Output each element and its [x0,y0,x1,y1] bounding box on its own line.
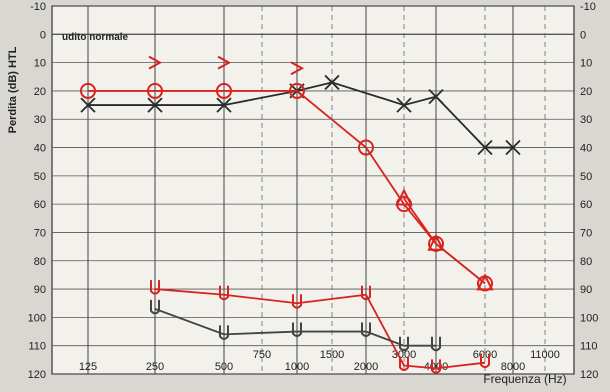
y-tick-label: 50 [34,171,46,183]
x-axis-label: Frequenza (Hz) [483,372,566,386]
series-0-x [80,74,521,156]
y-tick-label-right: 110 [580,341,598,353]
marker-cross [396,97,412,113]
marker-cross [324,74,340,91]
marker-bone-conduction [219,285,229,301]
marker-cross [428,88,444,105]
marker-bone-conduction [292,294,302,309]
marker-bone-conduction [480,353,490,369]
x-tick-label-minor: 750 [253,349,271,361]
data-marks [80,55,521,374]
y-tick-label: 0 [40,29,46,41]
y-axis-label: Perdita (dB) HTL [7,46,19,133]
series-4-u [150,280,490,374]
x-tick-label: 1000 [285,361,309,373]
series-2-> [148,55,305,76]
x-tick-label: 500 [215,361,233,373]
plot-area [51,5,575,375]
marker-bone-conduction [292,322,302,338]
y-tick-label-right: 90 [580,284,592,296]
y-tick-label-right: 0 [580,29,586,41]
marker-bone-conduction [399,356,409,371]
marker-circle [80,82,96,99]
y-tick-label: 40 [34,143,46,155]
y-tick-label-right: 30 [580,114,592,126]
marker-triangle [476,273,494,291]
y-tick-label-right: 50 [580,171,592,183]
y-tick-label: 60 [34,199,46,211]
marker-triangle [427,233,445,251]
marker-bone-conduction [150,280,160,295]
y-tick-label-right: 100 [580,312,598,324]
y-tick-label: 70 [34,227,46,239]
marker-bone-conduction [399,336,409,352]
marker-cross [216,97,232,113]
y-tick-label-right: 80 [580,256,592,268]
x-tick-label-minor: 11000 [530,349,560,361]
x-tick-label-minor: 1500 [320,349,344,361]
y-tick-label-right: 120 [580,369,598,381]
series-line [154,288,486,370]
marker-cross [80,97,96,113]
y-tick-label: -10 [30,1,46,13]
x-tick-label: 125 [79,361,97,373]
y-tick-label: 10 [34,58,46,70]
marker-cross [147,97,163,113]
series-line [154,308,436,347]
x-tick-label: 4000 [424,361,448,373]
x-tick-label: 8000 [501,361,525,373]
marker-bone-conduction [361,285,371,301]
marker-cross [477,139,493,156]
y-tick-label-right: 10 [580,58,592,70]
y-tick-label: 100 [28,312,46,324]
y-tick-label-right: 70 [580,227,592,239]
marker-bone-conduction [219,325,229,340]
marker-bone-conduction [431,359,441,374]
y-tick-label-right: 60 [580,199,592,211]
y-tick-label: 120 [28,369,46,381]
y-tick-label: 30 [34,114,46,126]
marker-bracket [148,55,163,70]
y-tick-label: 20 [34,86,46,98]
y-tick-label-right: -10 [580,1,596,13]
x-tick-label-minor: 6000 [473,349,497,361]
x-tick-label: 250 [146,361,164,373]
y-tick-label-right: 40 [580,143,592,155]
marker-triangle [395,188,413,206]
marker-circle [289,82,305,99]
y-tick-label: 90 [34,284,46,296]
marker-cross [505,139,521,156]
y-tick-label: 80 [34,256,46,268]
marker-circle [358,139,374,156]
marker-bone-conduction [361,322,371,338]
marker-circle [216,82,232,99]
series-5-u [150,299,441,352]
series-line [403,197,486,285]
marker-bone-conduction [431,336,441,352]
y-tick-label: 110 [28,341,46,353]
x-tick-label-minor: 3000 [392,349,416,361]
marker-bracket [290,61,305,76]
normal-hearing-annotation: udito normale [62,32,129,43]
series-3-triangle [395,188,494,291]
y-tick-label-right: 20 [580,86,592,98]
x-tick-label: 2000 [354,361,378,373]
marker-circle [147,82,163,99]
tick-labels: -10 -10 0 0 10 10 20 20 30 30 40 40 50 50 60 60 70 70 80 80… [28,1,599,381]
marker-bracket [217,55,232,70]
marker-bone-conduction [150,299,160,315]
